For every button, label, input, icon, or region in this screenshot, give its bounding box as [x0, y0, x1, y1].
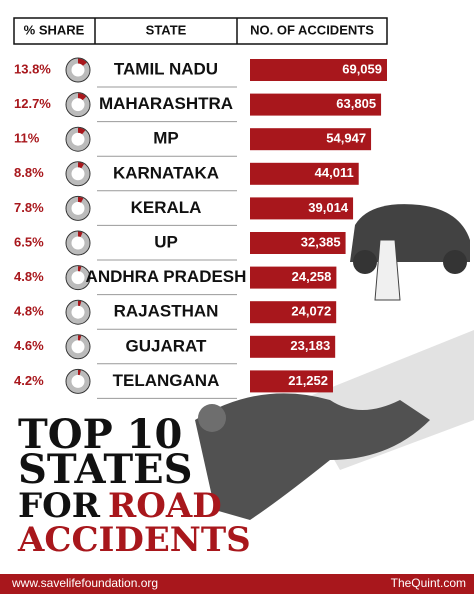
- share-wedge: [66, 369, 90, 393]
- footer-bar: [0, 574, 474, 594]
- share-outline: [65, 92, 91, 118]
- bar: [250, 93, 382, 116]
- share-outline: [65, 368, 91, 394]
- share-outline: [65, 57, 91, 83]
- share-wedge: [66, 335, 90, 359]
- state-label: MP: [153, 129, 179, 148]
- share-outline: [65, 299, 91, 325]
- bar: [250, 162, 359, 185]
- share-outline: [65, 161, 91, 187]
- share-wedge: [66, 58, 90, 82]
- share-label: 11%: [14, 131, 40, 146]
- bar: [250, 59, 387, 81]
- share-outline: [65, 126, 91, 152]
- share-label: 4.2%: [14, 373, 44, 388]
- value-label: 39,014: [308, 200, 349, 215]
- share-outline: [65, 230, 91, 256]
- value-label: 54,947: [326, 131, 366, 146]
- share-label: 12.7%: [14, 96, 51, 111]
- value-label: 44,011: [315, 165, 354, 180]
- share-label: 7.8%: [14, 200, 44, 215]
- value-label: 32,385: [301, 234, 341, 249]
- share-wedge: [66, 266, 90, 290]
- share-label: 8.8%: [14, 165, 44, 180]
- state-label: KERALA: [131, 198, 202, 217]
- share-wedge: [66, 93, 90, 117]
- header-box: [13, 17, 388, 45]
- value-label: 24,258: [292, 269, 332, 284]
- share-outline: [65, 265, 91, 291]
- bar: [250, 335, 336, 358]
- share-outline: [65, 195, 91, 221]
- share-label: 4.8%: [14, 304, 44, 319]
- value-label: 21,252: [288, 373, 328, 388]
- value-label: 63,805: [336, 96, 376, 111]
- header-accidents: NO. OF ACCIDENTS: [250, 22, 374, 37]
- title-line: TOP 10: [18, 411, 182, 458]
- share-wedge: [66, 127, 90, 151]
- share-outline: [65, 334, 91, 360]
- title-line: STATES: [18, 446, 192, 493]
- bar: [250, 301, 337, 324]
- value-label: 23,183: [290, 338, 330, 353]
- share-wedge: [66, 231, 90, 255]
- share-label: 4.8%: [14, 269, 44, 284]
- share-label: 13.8%: [14, 61, 51, 76]
- state-label: TAMIL NADU: [114, 59, 218, 78]
- state-label: RAJASTHAN: [114, 302, 219, 321]
- share-wedge: [66, 162, 90, 186]
- bar: [250, 266, 337, 289]
- footer-left: www.savelifefoundation.org: [11, 576, 158, 590]
- state-label: KARNATAKA: [113, 163, 219, 182]
- share-wedge: [66, 196, 90, 220]
- share-label: 4.6%: [14, 338, 44, 353]
- title-line: FOR: [18, 486, 101, 526]
- share-label: 6.5%: [14, 234, 44, 249]
- state-label: MAHARASHTRA: [99, 94, 233, 113]
- value-label: 69,059: [342, 61, 382, 76]
- bar: [250, 128, 372, 151]
- state-label: UP: [154, 232, 178, 251]
- value-label: 24,072: [291, 304, 331, 319]
- state-label: TELANGANA: [113, 371, 220, 390]
- bar: [250, 232, 346, 254]
- header-share: % SHARE: [24, 22, 85, 37]
- footer-right: TheQuint.com: [391, 576, 466, 590]
- state-label: GUJARAT: [126, 336, 208, 355]
- illustration: [195, 204, 474, 520]
- header-state: STATE: [146, 22, 187, 37]
- bar: [250, 197, 354, 220]
- bar: [250, 370, 334, 393]
- title-line: ROAD: [108, 486, 222, 526]
- title-line: ACCIDENTS: [17, 520, 251, 560]
- state-label: ANDHRA PRADESH: [86, 267, 247, 286]
- share-wedge: [66, 300, 90, 324]
